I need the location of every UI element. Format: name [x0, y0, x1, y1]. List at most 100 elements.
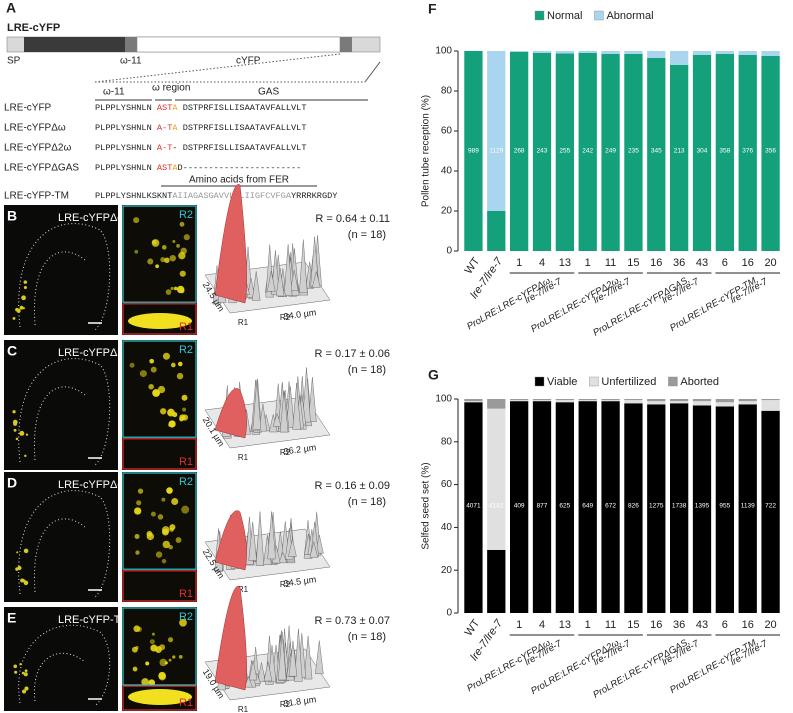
panel-label: LRE-cYFPΔ2ω — [58, 347, 132, 359]
signal-spot — [151, 239, 157, 245]
region-label: R2 — [179, 209, 193, 221]
dim-label: R1 — [238, 705, 249, 713]
surface-spike — [292, 382, 301, 430]
bar-segment — [601, 399, 620, 401]
count-label: 649 — [582, 503, 593, 510]
bar-segment — [647, 404, 666, 613]
x-tick-label: 6 — [722, 257, 728, 269]
legend-swatch — [589, 376, 599, 387]
bar-segment — [601, 400, 620, 402]
domain-label: SP — [7, 56, 21, 67]
sequence-segment: A — [172, 163, 178, 173]
signal-spot — [12, 316, 16, 320]
count-label: 242 — [582, 148, 593, 155]
x-tick-label: 16 — [650, 257, 662, 269]
signal-spot — [145, 661, 150, 666]
bar-segment — [692, 51, 712, 55]
y-tick-label: 0 — [446, 246, 452, 257]
signal-spot — [23, 548, 29, 554]
surface-spike — [248, 660, 258, 681]
legend-label: Unfertilized — [601, 376, 656, 388]
x-tick-label: 1 — [585, 257, 591, 269]
surface-spike — [278, 551, 288, 564]
bar-segment — [624, 403, 643, 613]
signal-spot — [161, 245, 167, 250]
r1-peak — [214, 585, 247, 691]
bar-segment — [555, 399, 574, 401]
x-tick-label: 36 — [673, 619, 685, 631]
row-label: LRE-cYFPΔGAS — [4, 163, 79, 174]
count-label: 722 — [765, 503, 776, 510]
bar-segment — [487, 408, 506, 550]
signal-spot — [157, 385, 166, 394]
micrograph — [4, 607, 118, 711]
surface-spike — [251, 271, 261, 301]
signal-spot — [16, 551, 19, 554]
bar-segment — [738, 399, 757, 402]
bar-segment — [692, 401, 712, 406]
surface-spike — [299, 239, 308, 293]
signal-spot — [158, 671, 166, 680]
signal-spot — [178, 654, 183, 659]
x-tick-label: 1 — [585, 619, 591, 631]
construct-title: LRE-cYFP — [7, 22, 60, 34]
region-label: R1 — [179, 321, 193, 333]
seq-header: ω region — [152, 83, 190, 94]
surface-spike — [267, 511, 276, 560]
sequence: PLPPLYSHNLKSKNTAIIAGASGAVVLALIIGFCVFGAYR… — [95, 191, 337, 201]
region-label: R2 — [179, 476, 193, 488]
signal-spot — [137, 488, 144, 494]
signal-spot — [164, 257, 170, 264]
signal-spot — [181, 505, 190, 514]
bar-segment — [555, 53, 574, 252]
region-r1 — [122, 570, 197, 602]
signal-spot — [162, 540, 171, 549]
y-tick-label: 20 — [441, 565, 453, 576]
signal-spot — [25, 433, 29, 436]
panel-label: LRE-cYFP-TM — [58, 614, 130, 626]
signal-spot — [151, 632, 155, 636]
bar-segment — [715, 402, 734, 407]
bar-segment — [487, 399, 506, 409]
seq-header: GAS — [258, 87, 279, 98]
bar-segment — [670, 65, 689, 251]
bar-segment — [761, 399, 780, 401]
surface-spike — [258, 403, 268, 432]
dim-label: 34.0 µm — [283, 307, 317, 321]
surface-spike — [308, 377, 317, 422]
signal-spot — [136, 500, 142, 506]
bar-segment — [715, 54, 734, 251]
sequence-segment: A-T — [157, 143, 172, 153]
signal-spot — [171, 497, 179, 505]
count-label: 955 — [719, 503, 730, 510]
zoom-line — [364, 61, 381, 83]
signal-spot — [135, 550, 140, 555]
panel-letter: D — [7, 475, 17, 491]
signal-spot — [22, 689, 27, 694]
x-tick-label: 1 — [516, 257, 522, 269]
signal-spot — [176, 372, 184, 380]
sequence: PLPPLYSHNLN ASTAD----------------------- — [95, 163, 301, 173]
micrograph — [4, 340, 118, 470]
sequence-segment: PLPPLYSHNLN — [95, 143, 157, 153]
signal-spot — [12, 419, 18, 425]
signal-spot — [12, 410, 16, 414]
signal-spot — [141, 678, 149, 686]
signal-spot — [155, 264, 159, 269]
signal-spot — [173, 286, 178, 291]
signal-spot — [179, 416, 184, 422]
bar-segment — [624, 400, 643, 404]
x-tick-label: 20 — [764, 257, 776, 269]
bar-segment — [555, 402, 574, 613]
signal-spot — [19, 305, 24, 310]
r1-peak — [214, 183, 247, 304]
count-label: 672 — [605, 503, 616, 510]
y-tick-label: 100 — [435, 46, 452, 57]
bar-segment — [487, 211, 506, 251]
region-r2 — [122, 607, 197, 686]
signal-spot — [179, 270, 186, 277]
count-label: 255 — [559, 148, 570, 155]
row-label: LRE-cYFP-TM — [4, 191, 69, 202]
micrograph — [4, 205, 118, 335]
